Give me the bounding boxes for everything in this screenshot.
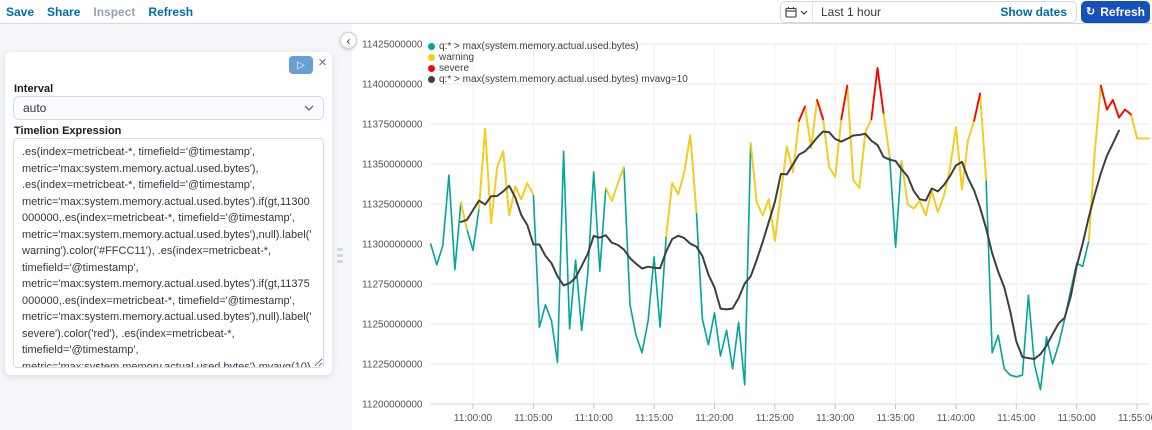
save-button[interactable]: Save [6, 5, 35, 19]
play-icon: ▷ [297, 59, 305, 71]
legend-label: q:* > max(system.memory.actual.used.byte… [439, 41, 639, 52]
svg-text:11325000000: 11325000000 [362, 200, 423, 211]
time-range-value[interactable]: Last 1 hour [821, 5, 882, 19]
close-icon: × [318, 54, 327, 71]
panel-resize-handle[interactable] [336, 243, 344, 267]
chevron-down-icon [800, 10, 808, 15]
svg-text:11350000000: 11350000000 [362, 160, 423, 171]
svg-text:11425000000: 11425000000 [362, 40, 423, 51]
legend-item: q:* > max(system.memory.actual.used.byte… [428, 41, 688, 52]
svg-text:11375000000: 11375000000 [362, 120, 423, 131]
svg-text:11:30:00: 11:30:00 [816, 413, 855, 424]
refresh-button-label: Refresh [1100, 5, 1145, 19]
svg-text:11:15:00: 11:15:00 [635, 413, 674, 424]
legend-label: warning [439, 52, 475, 63]
svg-text:11275000000: 11275000000 [362, 280, 423, 291]
legend-label: q:* > max(system.memory.actual.used.byte… [439, 74, 688, 85]
legend-dot-raw [428, 43, 435, 50]
calendar-icon [785, 7, 797, 18]
run-expression-button[interactable]: ▷ [289, 56, 313, 74]
chevron-left-icon: ‹ [346, 33, 351, 48]
legend-label: severe [439, 63, 470, 74]
svg-text:11:25:00: 11:25:00 [756, 413, 795, 424]
svg-text:11:20:00: 11:20:00 [695, 413, 734, 424]
svg-text:11:10:00: 11:10:00 [575, 413, 614, 424]
super-date-picker: Last 1 hour Show dates ↻ Refresh [780, 1, 1150, 23]
inspect-button[interactable]: Inspect [93, 5, 136, 19]
chart-legend: q:* > max(system.memory.actual.used.byte… [428, 41, 688, 85]
top-toolbar: Save Share Inspect Refresh Las [0, 0, 1152, 24]
date-picker-group: Last 1 hour Show dates [780, 1, 1077, 23]
share-button[interactable]: Share [47, 5, 81, 19]
svg-text:11400000000: 11400000000 [362, 80, 423, 91]
app-menu: Save Share Inspect Refresh [6, 0, 193, 24]
timelion-chart-svg[interactable]: 11425000000 11400000000 11375000000 1135000… [352, 24, 1152, 430]
timelion-expression-input[interactable]: .es(index=metricbeat-*, timefield='@time… [13, 138, 324, 368]
close-panel-button[interactable]: × [314, 54, 331, 72]
svg-text:11:00:00: 11:00:00 [454, 413, 493, 424]
legend-dot-warning [428, 54, 435, 61]
legend-item: q:* > max(system.memory.actual.used.byte… [428, 74, 688, 85]
chart-panel: 11425000000 11400000000 11375000000 1135000… [352, 24, 1152, 430]
interval-label: Interval [14, 83, 54, 95]
svg-text:11300000000: 11300000000 [362, 240, 423, 251]
svg-text:11:55:00: 11:55:00 [1118, 413, 1152, 424]
timelion-expression-panel: ▷ × Interval auto Timelion Expression .e… [5, 52, 332, 375]
interval-selected-value: auto [23, 101, 47, 115]
svg-text:11250000000: 11250000000 [362, 320, 423, 331]
svg-text:11:50:00: 11:50:00 [1058, 413, 1097, 424]
svg-text:11200000000: 11200000000 [362, 400, 423, 411]
editor-sidebar: ▷ × Interval auto Timelion Expression .e… [0, 24, 352, 430]
chevron-down-icon [304, 105, 314, 111]
refresh-query-button[interactable]: ↻ Refresh [1081, 1, 1150, 23]
legend-item: severe [428, 63, 688, 74]
legend-item: warning [428, 52, 688, 63]
show-dates-button[interactable]: Show dates [1000, 5, 1067, 19]
expression-label: Timelion Expression [14, 125, 122, 137]
svg-text:11225000000: 11225000000 [362, 360, 423, 371]
svg-text:11:05:00: 11:05:00 [514, 413, 553, 424]
quick-select-button[interactable] [781, 2, 813, 22]
legend-dot-mvavg [428, 76, 435, 83]
refresh-icon: ↻ [1086, 5, 1096, 18]
svg-text:11:35:00: 11:35:00 [876, 413, 915, 424]
svg-text:11:40:00: 11:40:00 [937, 413, 976, 424]
collapse-panel-button[interactable]: ‹ [340, 32, 357, 49]
interval-select[interactable]: auto [13, 96, 324, 120]
refresh-link[interactable]: Refresh [148, 5, 194, 19]
legend-dot-severe [428, 65, 435, 72]
svg-text:11:45:00: 11:45:00 [997, 413, 1036, 424]
